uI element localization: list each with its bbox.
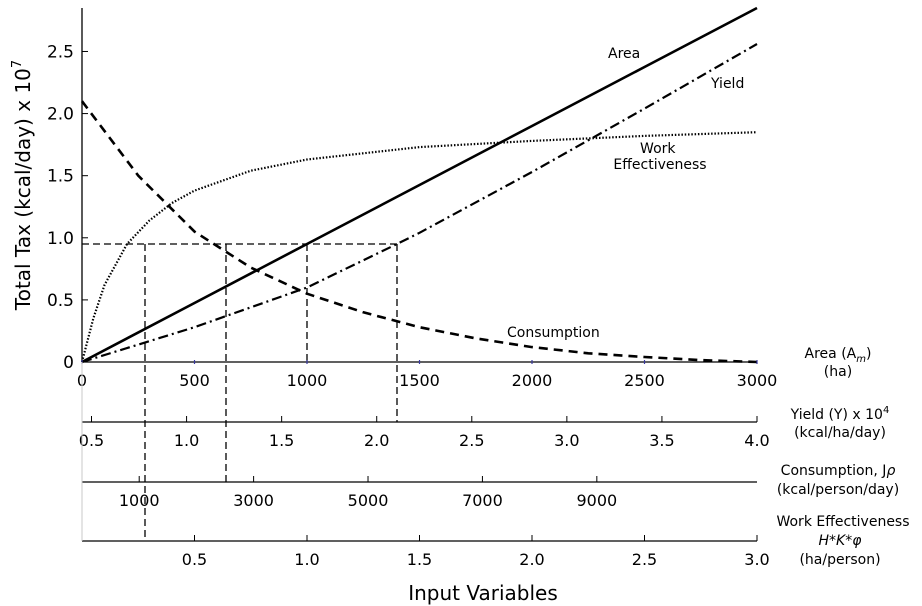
y-tick-label: 2.5 bbox=[47, 42, 74, 62]
series-label-effectiveness: Effectiveness bbox=[613, 157, 706, 173]
axis-label-yield-unit: (kcal/ha/day) bbox=[794, 425, 886, 441]
x-axis-title: Input Variables bbox=[408, 581, 558, 605]
x-tick-label: 2.0 bbox=[364, 431, 389, 450]
series-line-yield bbox=[81, 43, 758, 364]
x-tick-label: 3.0 bbox=[554, 431, 579, 450]
series-line-consumption bbox=[80, 100, 758, 364]
x-tick-label: 7000 bbox=[462, 491, 503, 510]
x-tick-label: 1.5 bbox=[269, 431, 294, 450]
y-axis-title: Total Tax (kcal/day) x 107 bbox=[10, 60, 35, 311]
series-label-area: Area bbox=[608, 46, 640, 62]
axis-label-work-unit: (ha/person) bbox=[799, 552, 880, 568]
x-tick-label: 4.0 bbox=[744, 431, 769, 450]
series-label-work-effectiveness: Work Effectiveness bbox=[613, 141, 706, 173]
series-line-work-effectiveness bbox=[80, 131, 758, 363]
axis-label-work: Work Effectiveness bbox=[776, 514, 909, 530]
y-tick-label: 1.5 bbox=[47, 167, 74, 187]
x-tick-label: 1.0 bbox=[174, 431, 199, 450]
x-tick-label: 2.5 bbox=[632, 550, 657, 569]
axis-label-area-unit: (ha) bbox=[824, 364, 852, 380]
y-tick-label: 2.0 bbox=[47, 105, 74, 125]
x-tick-label: 1000 bbox=[119, 491, 160, 510]
series-label-yield: Yield bbox=[710, 76, 744, 92]
series-label-work: Work bbox=[640, 141, 676, 157]
axis-label-work-formula: H*K*φ bbox=[819, 533, 863, 549]
x-tick-label: 1.5 bbox=[407, 550, 432, 569]
x-tick-label: 500 bbox=[179, 371, 210, 390]
x-tick-label: 1.0 bbox=[294, 550, 319, 569]
x-tick-label: 0.5 bbox=[182, 550, 207, 569]
x-tick-label: 2.0 bbox=[519, 550, 544, 569]
y-tick-label: 0 bbox=[63, 353, 74, 373]
y-tick-label: 1.0 bbox=[47, 229, 74, 249]
x-tick-label: 2000 bbox=[512, 371, 553, 390]
x-tick-label: 2.5 bbox=[459, 431, 484, 450]
x-tick-label: 5000 bbox=[348, 491, 389, 510]
x-tick-label: 3.5 bbox=[649, 431, 674, 450]
x-tick-label: 1000 bbox=[287, 371, 328, 390]
x-tick-label: 3000 bbox=[737, 371, 778, 390]
y-tick-label: 0.5 bbox=[47, 291, 74, 311]
axis-label-consumption: Consumption, Jρ bbox=[781, 463, 896, 479]
x-tick-label: 0.5 bbox=[79, 431, 104, 450]
x-tick-label: 2500 bbox=[624, 371, 665, 390]
series-label-consumption: Consumption bbox=[507, 325, 600, 341]
x-tick-label: 1500 bbox=[399, 371, 440, 390]
x-tick-label: 3000 bbox=[233, 491, 274, 510]
x-tick-label: 9000 bbox=[576, 491, 617, 510]
axis-label-yield: Yield (Y) x 104 bbox=[790, 405, 890, 423]
series-line-area bbox=[81, 6, 758, 364]
x-tick-label: 3.0 bbox=[744, 550, 769, 569]
axis-label-area: Area (Am) bbox=[805, 346, 872, 365]
axis-label-consumption-unit: (kcal/person/day) bbox=[777, 482, 899, 498]
